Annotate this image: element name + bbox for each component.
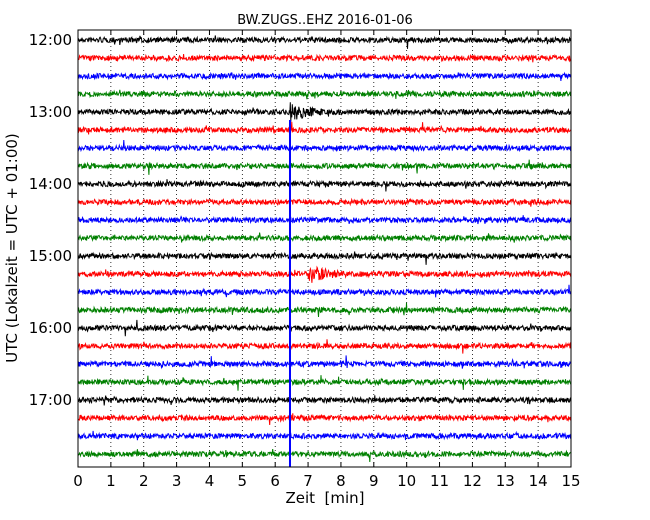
x-tick-label: 4: [205, 472, 215, 490]
trace-line: [77, 121, 572, 135]
trace-line: [77, 159, 572, 175]
x-tick-label: 9: [369, 472, 379, 490]
x-tick-label: 3: [172, 472, 182, 490]
trace-line: [77, 430, 572, 441]
y-tick-label: 12:00: [29, 31, 72, 49]
x-tick-label: 10: [397, 472, 416, 490]
y-tick-label: 15:00: [29, 247, 72, 265]
trace-line: [77, 251, 572, 265]
trace-line: [77, 197, 572, 207]
trace-line: [77, 102, 572, 122]
x-tick-label: 0: [73, 472, 83, 490]
trace-line: [77, 71, 572, 81]
trace-line: [77, 375, 572, 391]
trace-line: [77, 449, 572, 463]
trace-line: [77, 355, 572, 370]
trace-group: [77, 35, 572, 463]
x-tick-label: 5: [238, 472, 248, 490]
trace-line: [77, 215, 572, 225]
x-tick-label: 6: [270, 472, 280, 490]
trace-line: [77, 413, 572, 426]
trace-line: [77, 265, 572, 283]
y-tick-label: 14:00: [29, 175, 72, 193]
plot-frame: [78, 30, 571, 467]
x-tick-label: 1: [106, 472, 116, 490]
x-axis: 0 1 2 3 4 5 6 7 8 9 10 11 12 13 14 15: [73, 30, 581, 490]
trace-line: [77, 395, 572, 406]
y-tick-label: 13:00: [29, 103, 72, 121]
x-tick-label: 2: [139, 472, 149, 490]
trace-line: [77, 319, 572, 337]
y-axis-label: UTC (Lokalzeit = UTC + 01:00): [3, 133, 21, 363]
trace-line: [77, 232, 572, 243]
trace-line: [77, 89, 572, 100]
x-tick-label: 7: [303, 472, 313, 490]
y-tick-label: 16:00: [29, 319, 72, 337]
trace-line: [77, 302, 572, 318]
x-tick-label: 14: [529, 472, 548, 490]
grid-lines: [110, 30, 539, 467]
x-tick-label: 13: [496, 472, 515, 490]
trace-line: [77, 35, 572, 49]
trace-line: [77, 339, 572, 354]
trace-line: [77, 179, 572, 192]
x-tick-label: 12: [463, 472, 482, 490]
x-axis-label: Zeit [min]: [285, 489, 364, 507]
trace-line: [77, 53, 572, 63]
plot-border: [77, 29, 572, 468]
trace-line: [77, 139, 572, 153]
x-tick-label: 15: [561, 472, 580, 490]
y-tick-label: 17:00: [29, 391, 72, 409]
y-axis: 12:00 13:00 14:00 15:00 16:00 17:00: [29, 31, 571, 409]
trace-line: [77, 284, 572, 298]
chart-title: BW.ZUGS..EHZ 2016-01-06: [237, 13, 413, 28]
x-tick-label: 8: [336, 472, 346, 490]
x-tick-label: 11: [430, 472, 449, 490]
